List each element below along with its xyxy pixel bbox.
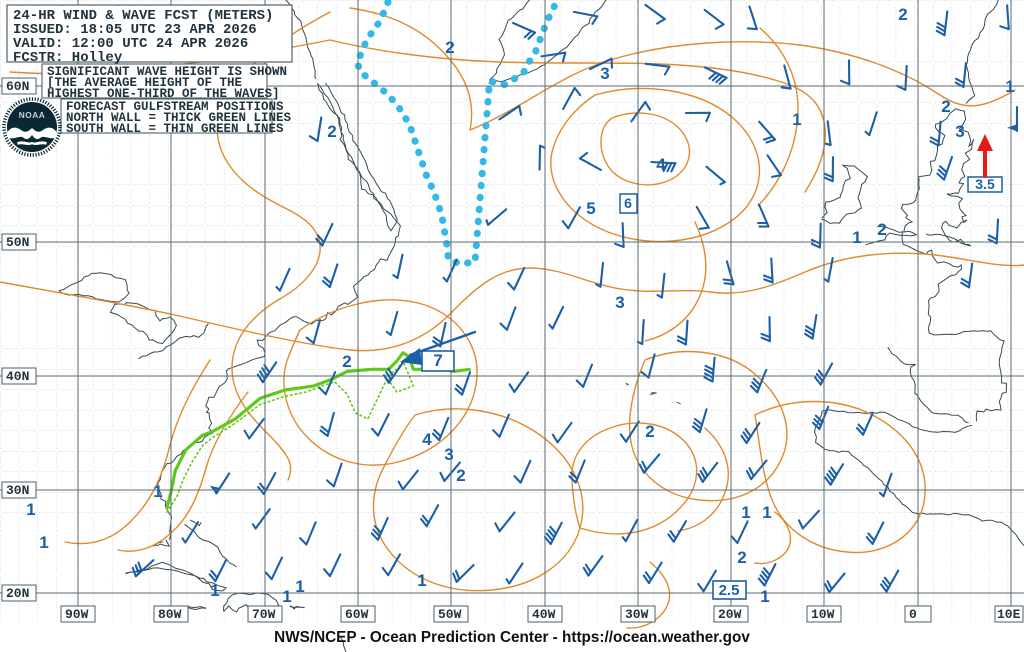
svg-text:1: 1	[282, 587, 291, 606]
svg-text:1: 1	[39, 533, 48, 552]
svg-text:1: 1	[741, 503, 750, 522]
svg-text:1: 1	[792, 110, 801, 129]
svg-text:6: 6	[624, 195, 632, 211]
svg-text:3: 3	[600, 64, 609, 83]
svg-text:60W: 60W	[345, 607, 369, 622]
svg-text:30N: 30N	[6, 483, 29, 498]
svg-text:1: 1	[26, 500, 35, 519]
svg-text:80W: 80W	[158, 607, 182, 622]
svg-text:40N: 40N	[6, 369, 29, 384]
svg-text:3: 3	[444, 445, 453, 464]
svg-text:4: 4	[656, 155, 666, 174]
svg-text:2.5: 2.5	[719, 582, 740, 599]
svg-text:7: 7	[433, 351, 442, 370]
svg-text:50N: 50N	[6, 235, 29, 250]
svg-text:2: 2	[445, 38, 454, 57]
svg-text:2: 2	[456, 466, 465, 485]
svg-text:5: 5	[586, 199, 595, 218]
svg-text:SOUTH WALL = THIN GREEN LINES: SOUTH WALL = THIN GREEN LINES	[66, 122, 284, 136]
svg-text:2: 2	[645, 422, 654, 441]
svg-text:20W: 20W	[718, 607, 742, 622]
svg-text:2: 2	[877, 220, 886, 239]
svg-text:3: 3	[955, 122, 964, 141]
svg-text:50W: 50W	[438, 607, 462, 622]
svg-text:70W: 70W	[252, 607, 276, 622]
svg-text:1: 1	[852, 228, 861, 247]
svg-text:1: 1	[1005, 77, 1014, 96]
svg-text:1: 1	[153, 482, 162, 501]
svg-text:NWS/NCEP - Ocean Prediction Ce: NWS/NCEP - Ocean Prediction Center - htt…	[274, 629, 750, 646]
svg-text:60N: 60N	[6, 79, 29, 94]
svg-text:30W: 30W	[625, 607, 649, 622]
svg-text:0: 0	[909, 607, 917, 622]
svg-text:2: 2	[327, 122, 336, 141]
svg-text:1: 1	[760, 587, 769, 606]
svg-text:10E: 10E	[997, 607, 1021, 622]
svg-text:1: 1	[762, 503, 771, 522]
svg-text:90W: 90W	[65, 607, 89, 622]
svg-text:NOAA: NOAA	[19, 110, 45, 120]
svg-text:40W: 40W	[532, 607, 556, 622]
svg-text:3.5: 3.5	[975, 176, 995, 192]
svg-text:3: 3	[615, 293, 624, 312]
svg-text:1: 1	[295, 577, 304, 596]
svg-text:4: 4	[422, 430, 432, 449]
svg-text:2: 2	[941, 97, 950, 116]
svg-text:2: 2	[898, 5, 907, 24]
svg-text:10W: 10W	[811, 607, 835, 622]
svg-text:20N: 20N	[6, 586, 29, 601]
svg-text:1: 1	[210, 581, 219, 600]
svg-text:2: 2	[737, 548, 746, 567]
svg-text:2: 2	[342, 352, 351, 371]
svg-text:1: 1	[417, 571, 426, 590]
